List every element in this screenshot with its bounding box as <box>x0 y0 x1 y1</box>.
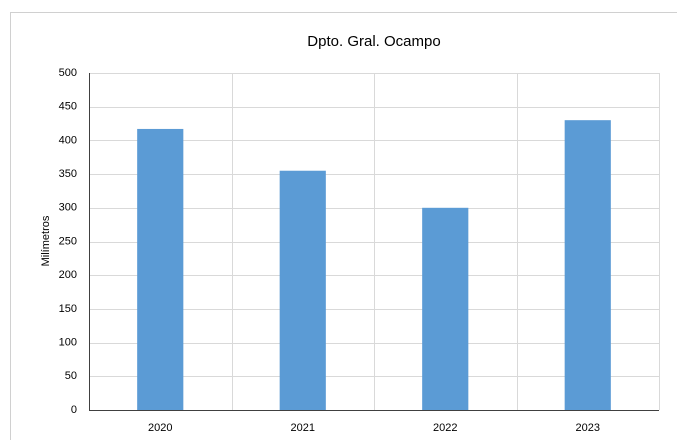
y-tick-label: 350 <box>59 168 77 180</box>
y-tick-label: 400 <box>59 134 77 146</box>
y-tick-label: 300 <box>59 202 77 214</box>
y-tick-label: 150 <box>59 303 77 315</box>
y-axis-label: Milímetros <box>40 215 52 266</box>
bar <box>422 207 469 410</box>
bar <box>279 170 326 410</box>
y-tick-label: 450 <box>59 101 77 113</box>
y-tick-label: 200 <box>59 269 77 281</box>
chart-title: Dpto. Gral. Ocampo <box>307 33 440 50</box>
y-tick-label: 0 <box>71 404 77 416</box>
x-tick-label: 2020 <box>148 422 172 434</box>
y-tick-label: 100 <box>59 337 77 349</box>
x-tick-label: 2022 <box>433 422 457 434</box>
x-tick-label: 2023 <box>576 422 600 434</box>
bar <box>564 120 611 411</box>
x-tick-label: 2021 <box>291 422 315 434</box>
y-tick-label: 50 <box>65 370 77 382</box>
y-tick-label: 500 <box>59 67 77 79</box>
y-tick-label: 250 <box>59 235 77 247</box>
bar <box>137 128 184 410</box>
